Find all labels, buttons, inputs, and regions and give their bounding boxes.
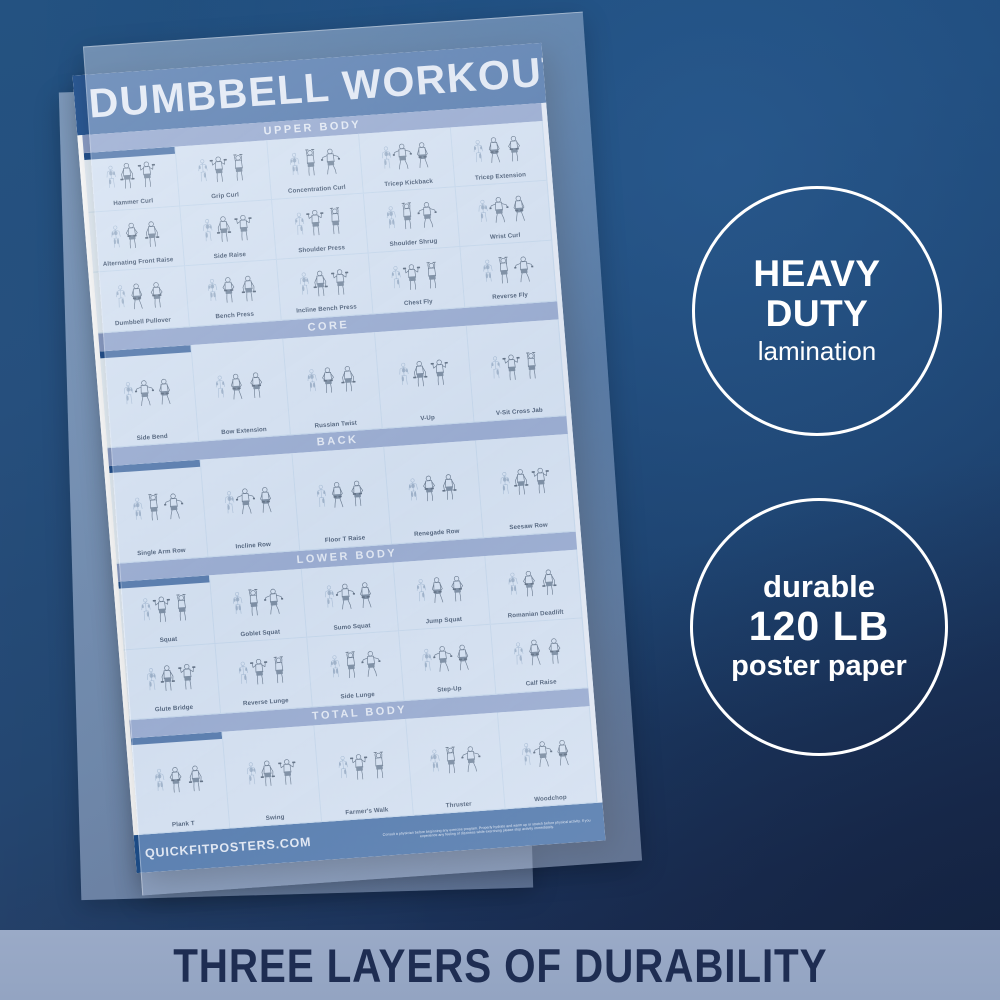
- exercise-illustration: [132, 734, 227, 823]
- exercise-cell: Incline Row: [200, 453, 301, 557]
- exercise-illustration: [360, 131, 452, 183]
- exercise-illustration: [462, 244, 554, 296]
- exercise-illustration: [365, 191, 457, 243]
- exercise-cell: Wrist Curl: [455, 180, 553, 248]
- exercise-cell: Glute Bridge: [123, 644, 222, 720]
- exercise-illustration: [457, 184, 549, 236]
- exercise-cell: Floor T Raise: [292, 446, 393, 551]
- exercise-cell: Side Raise: [180, 200, 277, 267]
- exercise-illustration: [395, 559, 488, 620]
- banner-headline: THREE LAYERS OF DURABILITY: [172, 938, 828, 992]
- exercise-illustration: [385, 444, 480, 533]
- badge-heavy-duty-lamination: HEAVY DUTY lamination: [692, 186, 942, 436]
- exercise-illustration: [85, 150, 177, 202]
- front-laminate-sheet: [82, 11, 643, 896]
- exercise-grid: SquatGoblet SquatSumo SquatJump SquatRom…: [118, 549, 589, 720]
- exercise-illustration: [278, 257, 370, 309]
- exercise-cell: Tricep Extension: [450, 120, 548, 188]
- badge-poster-paper: durable 120 LB poster paper: [690, 498, 948, 756]
- exercise-illustration: [217, 641, 310, 702]
- badge-paper-line2: 120 LB: [748, 603, 890, 650]
- exercise-cell: Woodchop: [497, 705, 598, 810]
- exercise-illustration: [269, 137, 361, 189]
- exercise-cell: Thruster: [406, 712, 506, 816]
- exercise-cell: Sumo Squat: [301, 561, 400, 638]
- badge-paper-line3: poster paper: [731, 650, 907, 683]
- exercise-cell: Bench Press: [185, 260, 282, 327]
- exercise-illustration: [294, 450, 389, 539]
- exercise-illustration: [186, 263, 278, 315]
- exercise-cell: Side Bend: [99, 344, 200, 449]
- exercise-illustration: [370, 250, 462, 302]
- exercise-cell: Grip Curl: [175, 140, 273, 207]
- exercise-illustration: [499, 709, 594, 798]
- badge-lamination-line1: HEAVY: [753, 253, 881, 295]
- exercise-illustration: [303, 565, 396, 626]
- exercise-illustration: [284, 335, 379, 424]
- exercise-illustration: [468, 322, 563, 411]
- exercise-cell: Russian Twist: [283, 331, 383, 436]
- exercise-cell: Concentration Curl: [267, 133, 364, 201]
- exercise-cell: Shoulder Press: [272, 193, 369, 261]
- exercise-cell: Dumbbell Pullover: [93, 266, 190, 334]
- exercise-cell: Side Lunge: [307, 631, 405, 707]
- exercise-illustration: [492, 622, 585, 683]
- exercise-cell: V-Up: [374, 325, 475, 429]
- exercise-cell: Chest Fly: [368, 247, 466, 314]
- exercise-cell: Plank T: [130, 731, 231, 835]
- bottom-banner: THREE LAYERS OF DURABILITY: [0, 930, 1000, 1000]
- exercise-cell: Reverse Fly: [460, 240, 558, 308]
- exercise-cell: Reverse Lunge: [215, 637, 313, 714]
- exercise-cell: Squat: [118, 574, 216, 651]
- exercise-illustration: [316, 722, 411, 811]
- exercise-cell: Jump Squat: [393, 555, 491, 632]
- exercise-cell: Farmer's Walk: [314, 718, 414, 823]
- exercise-illustration: [477, 437, 572, 526]
- exercise-illustration: [182, 203, 274, 255]
- exercise-illustration: [273, 197, 365, 249]
- exercise-cell: V-Sit Cross Jab: [466, 318, 567, 423]
- exercise-illustration: [211, 571, 304, 632]
- poster-exercise-chart: UPPER BODYHammer CurlGrip CurlConcentrat…: [77, 102, 603, 836]
- exercise-illustration: [119, 578, 212, 639]
- exercise-cell: Hammer Curl: [83, 146, 181, 214]
- exercise-illustration: [202, 456, 297, 545]
- exercise-grid: Plank TSwingFarmer's WalkThrusterWoodcho…: [130, 705, 598, 835]
- exercise-cell: Incline Bench Press: [276, 253, 374, 321]
- exercise-cell: Seesaw Row: [476, 433, 576, 538]
- exercise-illustration: [407, 715, 502, 804]
- exercise-cell: Step-Up: [399, 624, 497, 701]
- exercise-illustration: [400, 628, 493, 689]
- poster[interactable]: DUMBBELL WORKOUTS UPPER BODYHammer CurlG…: [72, 42, 606, 874]
- exercise-illustration: [309, 634, 402, 695]
- exercise-illustration: [125, 647, 218, 708]
- exercise-illustration: [452, 124, 544, 176]
- exercise-illustration: [224, 728, 319, 817]
- exercise-cell: Bow Extension: [191, 338, 292, 442]
- exercise-cell: Calf Raise: [490, 618, 589, 695]
- exercise-illustration: [110, 463, 205, 552]
- badge-lamination-line3: lamination: [757, 336, 877, 367]
- exercise-grid: Single Arm RowIncline RowFloor T RaiseRe…: [108, 433, 576, 564]
- exercise-illustration: [487, 552, 580, 613]
- exercise-cell: Renegade Row: [384, 440, 484, 545]
- badge-paper-line1: durable: [763, 569, 875, 605]
- exercise-grid: Side BendBow ExtensionRussian TwistV-UpV…: [99, 318, 567, 449]
- exercise-grid: Hammer CurlGrip CurlConcentration CurlTr…: [83, 120, 558, 334]
- exercise-illustration: [101, 348, 196, 437]
- exercise-cell: Romanian Deadlift: [485, 549, 583, 625]
- exercise-cell: Goblet Squat: [209, 568, 308, 645]
- exercise-illustration: [376, 328, 471, 417]
- badge-lamination-line2: DUTY: [765, 293, 869, 335]
- exercise-cell: Swing: [222, 724, 323, 829]
- exercise-illustration: [177, 143, 269, 195]
- exercise-illustration: [90, 210, 182, 262]
- exercise-cell: Shoulder Shrug: [363, 187, 461, 254]
- exercise-illustration: [193, 341, 288, 430]
- exercise-cell: Alternating Front Raise: [88, 206, 186, 274]
- exercise-cell: Tricep Kickback: [359, 127, 456, 194]
- exercise-cell: Single Arm Row: [108, 459, 209, 564]
- exercise-illustration: [95, 270, 187, 322]
